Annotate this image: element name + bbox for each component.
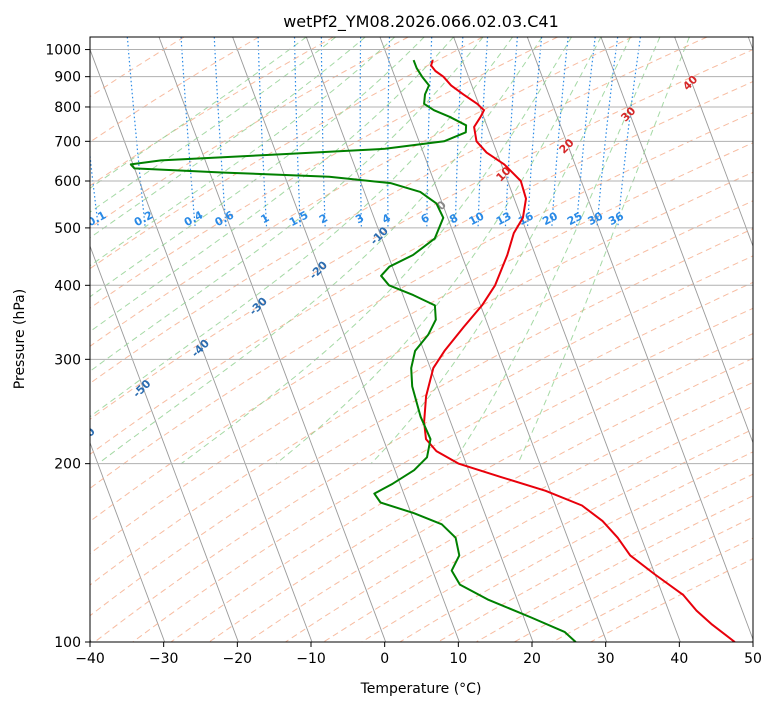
dry-adiabat-label: -70: [20, 476, 43, 499]
moist-adiabat-line: [90, 37, 454, 333]
mixing-ratio-label: 30: [586, 209, 606, 228]
moist-adiabat-line: [90, 37, 513, 418]
x-axis: −40 −30 −20 −10 0 10 20 30 40 50: [75, 642, 762, 667]
y-tick-label: 100: [54, 635, 81, 651]
mixing-ratio-label: 36: [606, 209, 626, 228]
x-tick-label: −40: [75, 651, 105, 667]
mixing-ratio-line: [596, 37, 619, 228]
y-tick-label: 200: [54, 457, 81, 473]
y-axis-title: Pressure (hPa): [12, 289, 28, 389]
y-tick-label: 600: [54, 174, 81, 190]
dry-adiabat-line: [90, 37, 558, 309]
pressure-grid: [90, 49, 753, 642]
plot-area: [90, 37, 753, 642]
isotherm-line: [232, 37, 460, 642]
moist-adiabat-line: [517, 37, 690, 464]
mixing-ratio-label: 16: [516, 209, 536, 228]
isotherm-line: [453, 37, 681, 642]
moist-adiabat-line: [90, 37, 484, 372]
x-tick-label: 30: [597, 651, 615, 667]
temperature-profile-line: [423, 59, 736, 642]
mixing-ratio-line: [126, 37, 146, 228]
moist-adiabat-line: [97, 37, 543, 465]
dry-adiabat-line: [94, 255, 753, 642]
y-tick-label: 900: [54, 70, 81, 86]
dry-adiabat-line: [90, 37, 484, 270]
moist-adiabat-line: [451, 37, 661, 464]
dry-adiabat-line: [170, 307, 753, 642]
isotherm-line: [90, 441, 166, 642]
y-tick-label: 300: [54, 352, 81, 368]
moist-adiabat-line: [90, 37, 307, 189]
dry-adiabat-line: [90, 37, 334, 187]
isotherm-line: [379, 37, 608, 642]
isotherm-line: [526, 37, 753, 641]
mixing-ratio-line: [551, 37, 569, 228]
dry-adiabat-label: -60: [75, 425, 98, 448]
isotherm-line: [90, 244, 239, 642]
dry-adiabat-line: [90, 37, 708, 384]
mixing-ratio-line: [90, 151, 99, 228]
x-tick-label: −30: [149, 651, 179, 667]
moist-adiabat-line: [90, 37, 337, 213]
mixing-ratio-label: 10: [467, 209, 487, 228]
isotherm-line: [305, 37, 534, 642]
y-tick-label: 700: [54, 134, 81, 150]
mixing-ratio-line: [617, 37, 641, 228]
mixing-ratio-label: 25: [565, 209, 585, 228]
isotherm-line: [674, 37, 753, 248]
y-axis: 1000 900 800 700 600 500 400 300 200 100: [45, 43, 90, 651]
background-lines: [90, 37, 753, 642]
profiles: [129, 59, 736, 642]
mixing-ratio-line: [575, 37, 596, 228]
y-tick-label: 800: [54, 100, 81, 116]
dry-adiabat-line: [90, 142, 753, 522]
dry-adiabat-line: [90, 171, 753, 555]
x-tick-label: 50: [744, 651, 762, 667]
x-tick-label: −10: [296, 651, 326, 667]
plot-frame: [89, 36, 754, 643]
x-tick-label: −20: [223, 651, 253, 667]
mixing-ratio-line: [526, 37, 543, 228]
y-tick-label: 500: [54, 221, 81, 237]
x-tick-label: 10: [449, 651, 467, 667]
y-tick-label: 1000: [45, 43, 81, 59]
x-tick-label: 20: [523, 651, 541, 667]
dry-adiabat-line: [285, 381, 753, 642]
dry-adiabat-line: [246, 357, 753, 642]
mixing-ratio-label: 20: [540, 209, 560, 228]
moist-adiabat-line: [275, 37, 602, 465]
x-axis-title: Temperature (°C): [360, 681, 482, 697]
y-tick-label: 400: [54, 278, 81, 294]
dry-adiabat-line: [90, 49, 753, 420]
x-tick-label: 40: [670, 651, 688, 667]
dry-adiabat-line: [132, 281, 753, 642]
moist-adiabat-line: [90, 37, 425, 298]
isotherm-line: [90, 48, 313, 642]
moist-adiabat-line: [90, 37, 396, 267]
dry-adiabat-line: [90, 37, 260, 143]
dry-adiabat-line: [90, 112, 753, 489]
mixing-ratio-label: 13: [494, 209, 514, 228]
dry-adiabat-line: [90, 200, 753, 586]
moist-adiabat-line: [370, 37, 631, 465]
dewpoint-profile-line: [129, 59, 577, 642]
moist-adiabat-line: [180, 37, 572, 465]
chart-title: wetPf2_YM08.2026.066.02.03.C41: [283, 12, 559, 32]
isotherm-line: [600, 37, 753, 445]
x-tick-label: 0: [380, 651, 389, 667]
